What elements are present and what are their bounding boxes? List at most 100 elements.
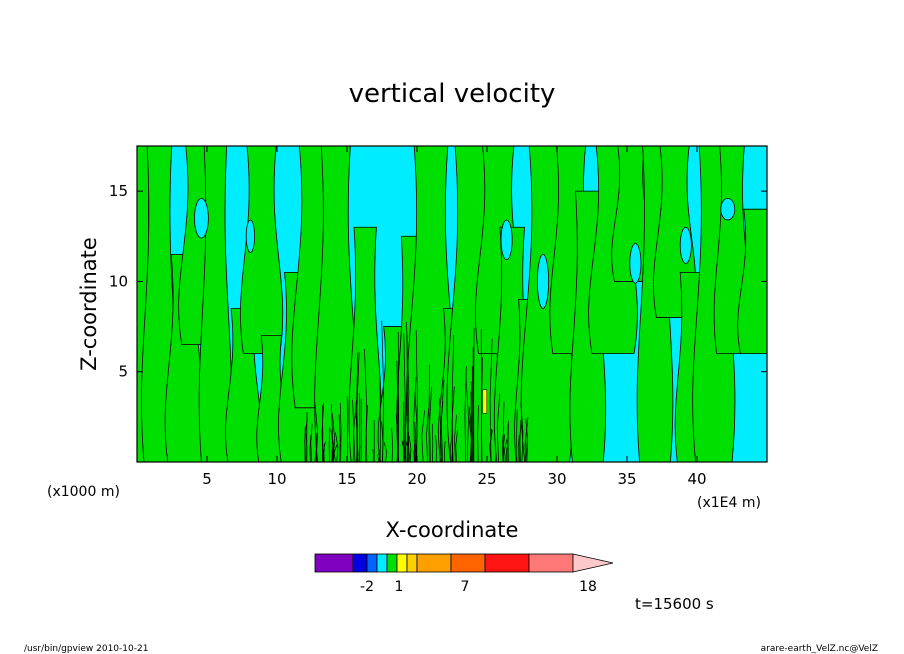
colorbar-segment (376, 553, 388, 573)
downdraft-pocket (193, 197, 209, 239)
convective-spike (429, 386, 432, 462)
convective-spike (401, 442, 406, 462)
downdraft-pocket (245, 219, 255, 253)
convective-spike (338, 414, 341, 462)
convective-spike (525, 417, 529, 462)
time-label: t=15600 s (635, 595, 714, 613)
convective-spike (496, 393, 501, 462)
updraft-region (240, 146, 284, 355)
convective-spike (451, 386, 455, 462)
convective-spike (365, 405, 368, 462)
colorbar-segment (450, 553, 486, 573)
convective-spike (454, 414, 457, 462)
convective-spike (507, 420, 509, 462)
x-tick-label: 25 (477, 470, 496, 488)
convective-spike (339, 403, 342, 462)
convective-spike (414, 421, 416, 462)
y-tick-label: 5 (118, 363, 128, 381)
convective-spike (404, 393, 408, 462)
colorbar-segment (484, 553, 530, 573)
colorbar-segment (314, 553, 354, 573)
convective-spike (356, 352, 359, 462)
colorbar-arrow (572, 553, 614, 573)
colorbar-tick-label: 1 (395, 579, 404, 595)
convective-spike (421, 410, 425, 462)
convective-spike (525, 418, 529, 462)
colorbar-segment (528, 553, 574, 573)
convective-spike (520, 402, 524, 462)
x-ticks: 5 10 15 20 25 30 35 40 (202, 146, 707, 488)
plot-frame (136, 145, 768, 463)
footer-left: /usr/bin/gpview 2010-10-21 (24, 644, 148, 654)
colorbar-segment (416, 553, 452, 573)
convective-spike (364, 349, 367, 462)
colorbar-tick-label: 7 (461, 579, 470, 595)
x-axis-label: X-coordinate (386, 518, 519, 542)
convective-spike (464, 366, 467, 462)
convective-spike (477, 405, 479, 462)
convective-spike (503, 438, 508, 462)
y-tick-label: 15 (109, 182, 128, 200)
convective-spike (406, 334, 408, 462)
convective-spike (384, 442, 388, 462)
y-ticks: 5 10 15 (109, 182, 767, 381)
convective-spike (455, 430, 458, 462)
convective-spike (502, 434, 506, 462)
convective-spike (328, 427, 331, 462)
convective-spike (304, 419, 308, 462)
plot-area: 5 10 15 20 25 30 35 40 5 10 15 (109, 145, 768, 488)
x-tick-label: 40 (687, 470, 706, 488)
strong-updraft-cell (482, 389, 488, 414)
convective-spike (465, 373, 469, 462)
convective-spike (490, 428, 492, 462)
convective-spike (403, 333, 406, 462)
convective-spike (450, 434, 453, 462)
colorbar-segment (396, 553, 408, 573)
convective-spike (428, 364, 430, 462)
colorbar-tick-label: 18 (579, 579, 597, 595)
colorbar-segment (406, 553, 418, 573)
convective-spike (506, 447, 508, 462)
convective-spike (396, 360, 399, 462)
convective-spike (435, 435, 438, 462)
contour-fill (137, 146, 767, 462)
x-tick-label: 5 (202, 470, 212, 488)
convective-spike (415, 330, 418, 462)
convective-spike (322, 441, 326, 462)
downdraft-pocket (537, 253, 550, 309)
convective-spike (335, 432, 339, 462)
convective-spike (444, 441, 446, 462)
downdraft-pocket (500, 219, 513, 261)
downdraft-pocket (720, 197, 736, 221)
convective-spike (309, 435, 312, 462)
convective-spike (406, 321, 410, 462)
convective-spike (331, 404, 333, 462)
colorbar (314, 553, 614, 573)
x-unit-label: (x1E4 m) (697, 495, 761, 511)
colorbar-segment (366, 553, 378, 573)
convective-spike (408, 435, 412, 462)
updraft-region (737, 208, 767, 355)
colorbar-segment (352, 553, 368, 573)
colorbar-tick-label: -2 (360, 579, 374, 595)
convective-spike (516, 409, 518, 462)
convective-spike (353, 400, 357, 462)
convective-spike (332, 413, 335, 462)
convective-spike (391, 428, 393, 462)
convective-spike (426, 408, 429, 462)
y-axis-label: Z-coordinate (77, 237, 101, 371)
convective-spike (310, 423, 313, 462)
convective-spike (372, 448, 374, 462)
convective-spike (480, 357, 484, 462)
chart-title: vertical velocity (349, 79, 556, 109)
x-tick-label: 35 (617, 470, 636, 488)
x-tick-label: 10 (267, 470, 286, 488)
convective-spike (377, 449, 381, 462)
downdraft-pocket (629, 243, 642, 284)
y-tick-label: 10 (109, 272, 128, 290)
convective-spike (331, 431, 335, 462)
convective-spike (519, 419, 522, 462)
convective-spike (381, 320, 384, 462)
footer-right: arare-earth_VelZ.nc@VelZ (761, 644, 878, 654)
